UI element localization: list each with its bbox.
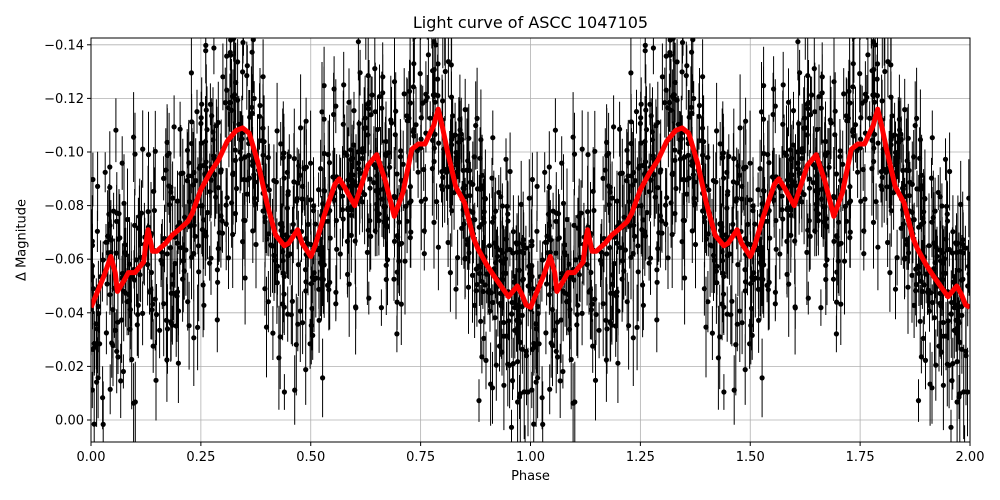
svg-text:0.50: 0.50 bbox=[296, 450, 325, 465]
svg-text:1.50: 1.50 bbox=[736, 450, 765, 465]
svg-text:−0.14: −0.14 bbox=[44, 38, 84, 53]
binned-mean-line bbox=[91, 106, 970, 310]
grid-lines bbox=[90, 38, 971, 442]
svg-text:2.00: 2.00 bbox=[956, 450, 985, 465]
svg-text:−0.08: −0.08 bbox=[44, 199, 84, 214]
svg-text:−0.04: −0.04 bbox=[44, 306, 84, 321]
x-axis-ticks: 0.00 0.25 0.50 0.75 1.00 1.25 1.50 1.75 2.00 bbox=[77, 442, 985, 465]
svg-text:1.25: 1.25 bbox=[626, 450, 655, 465]
svg-text:0.25: 0.25 bbox=[186, 450, 215, 465]
svg-text:−0.06: −0.06 bbox=[44, 253, 84, 268]
svg-text:−0.10: −0.10 bbox=[44, 146, 84, 161]
y-axis-ticks: 0.00 −0.02 −0.04 −0.06 −0.08 −0.10 −0.12 −0.14 bbox=[44, 38, 91, 429]
svg-text:1.00: 1.00 bbox=[516, 450, 545, 465]
svg-text:0.00: 0.00 bbox=[55, 414, 84, 429]
x-axis-label: Phase bbox=[511, 469, 550, 484]
chart-title: Light curve of ASCC 1047105 bbox=[412, 13, 649, 32]
svg-text:−0.12: −0.12 bbox=[44, 92, 84, 107]
svg-text:1.75: 1.75 bbox=[846, 450, 875, 465]
svg-text:0.00: 0.00 bbox=[77, 450, 106, 465]
svg-text:0.75: 0.75 bbox=[406, 450, 435, 465]
svg-text:−0.02: −0.02 bbox=[44, 360, 84, 375]
